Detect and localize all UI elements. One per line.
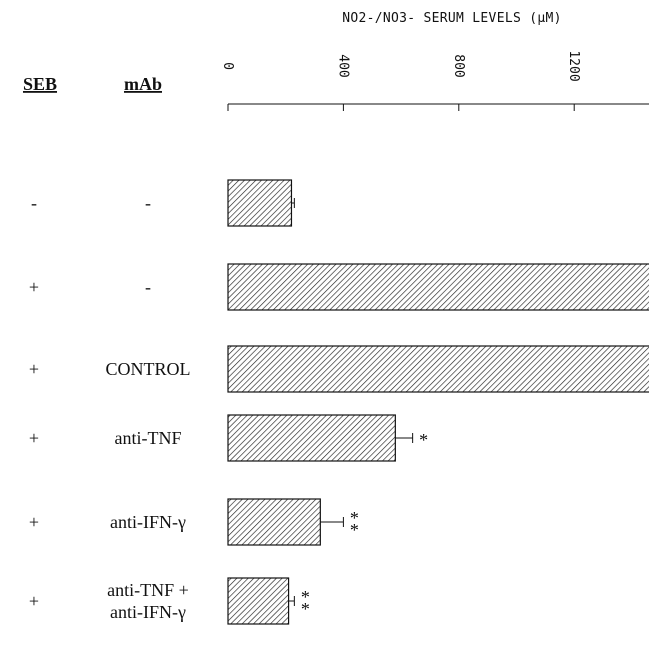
seb-sign: + [29, 591, 39, 611]
bar [227, 263, 649, 311]
mab-label: anti-TNF [115, 428, 182, 448]
bar-row: -- [31, 179, 295, 227]
seb-sign: + [29, 428, 39, 448]
significance-mark: * [350, 520, 359, 540]
significance-mark: * [350, 508, 359, 528]
significance-mark: * [301, 599, 310, 619]
mab-label: CONTROL [106, 359, 191, 379]
seb-sign: + [29, 277, 39, 297]
mab-label: anti-IFN-γ [110, 512, 186, 532]
seb-sign: - [31, 193, 37, 213]
seb-sign: + [29, 512, 39, 532]
mab-label: - [145, 193, 151, 213]
x-tick-label: 800 [451, 54, 466, 77]
x-axis-title: NO2-/NO3- SERUM LEVELS (μM) [342, 11, 561, 26]
x-tick-label: 400 [335, 54, 350, 77]
mab-label: anti-IFN-γ [110, 602, 186, 622]
bar-rows: - -+ -+ CONTROL+ anti-TNF *+ anti-IFN-γ **+anti… [29, 179, 649, 625]
x-tick-label: 0 [220, 62, 235, 70]
x-axis: 0400800120016002000 [220, 50, 649, 111]
x-tick-label: 1200 [566, 50, 581, 81]
mab-label: - [145, 277, 151, 297]
significance-mark: * [301, 587, 310, 607]
bar [227, 577, 290, 625]
bar-row: + anti-IFN-γ ** [29, 498, 359, 546]
bar [227, 345, 649, 393]
bar-row: + - [29, 263, 649, 311]
bar [227, 498, 321, 546]
mab-label: anti-TNF + [107, 580, 189, 600]
bar [227, 179, 293, 227]
seb-column-header: SEB [23, 74, 57, 94]
mab-column-header: mAb [124, 74, 162, 94]
bar-row: + anti-TNF * [29, 414, 428, 462]
seb-sign: + [29, 359, 39, 379]
bar [227, 414, 396, 462]
bar-row: + anti-TNF +anti-IFN-γ ** [29, 577, 310, 625]
bar-row: + CONTROL [29, 345, 649, 393]
significance-mark: * [419, 430, 428, 450]
